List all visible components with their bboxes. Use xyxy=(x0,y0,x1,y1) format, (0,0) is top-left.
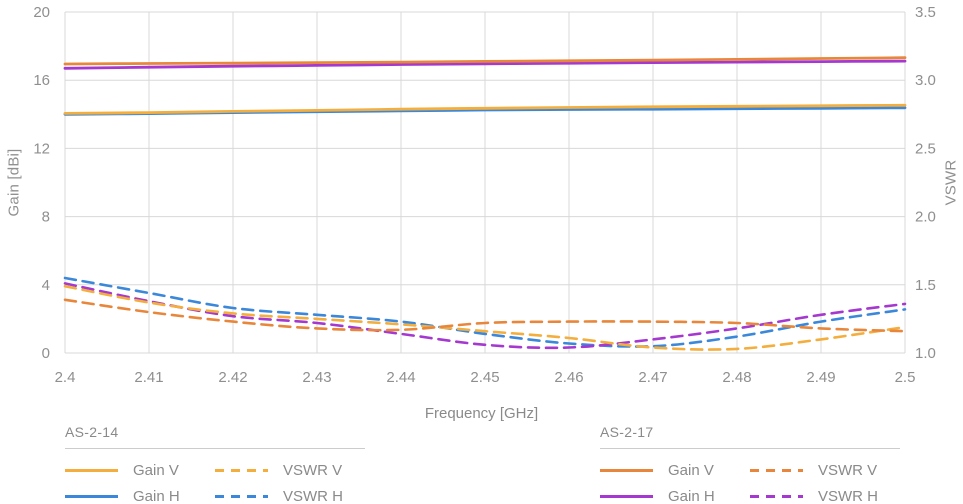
legend-label-vswr-h: VSWR H xyxy=(283,488,343,504)
left-axis-tick: 16 xyxy=(33,72,50,89)
left-axis-tick: 12 xyxy=(33,140,50,157)
right-axis-title: VSWR xyxy=(942,159,960,206)
legend-label-gain-h: Gain H xyxy=(133,488,180,504)
x-axis-tick: 2.41 xyxy=(134,369,163,386)
legend-divider xyxy=(600,448,900,449)
series-as-2-17-vswr-v xyxy=(63,298,907,333)
legend-divider xyxy=(65,448,365,449)
legend-items: Gain V VSWR V Gain H VSWR H xyxy=(65,462,365,504)
vswr-v-line-swatch xyxy=(750,469,803,472)
legend-group-title: AS-2-14 xyxy=(65,424,119,440)
right-axis-tick: 2.0 xyxy=(915,209,936,226)
series-as-2-17-gain-v xyxy=(63,56,907,66)
gain-v-line-swatch xyxy=(600,469,653,472)
gain-h-line-swatch xyxy=(65,495,118,498)
x-axis-tick: 2.43 xyxy=(302,369,331,386)
right-axis-tick: 1.0 xyxy=(915,345,936,362)
x-axis-tick: 2.42 xyxy=(218,369,247,386)
series-as-2-14-gain-v xyxy=(63,103,907,115)
left-axis-tick: 8 xyxy=(42,209,50,226)
legend-label-gain-v: Gain V xyxy=(133,462,179,479)
vswr-h-line-swatch xyxy=(215,495,268,498)
left-axis-tick: 4 xyxy=(42,277,50,294)
x-axis-title: Frequency [GHz] xyxy=(424,405,539,422)
legend-label-vswr-v: VSWR V xyxy=(818,462,878,479)
x-axis-tick: 2.45 xyxy=(470,369,499,386)
x-axis-tick: 2.49 xyxy=(806,369,835,386)
right-axis-tick: 1.5 xyxy=(915,277,936,294)
x-axis-tick: 2.4 xyxy=(55,369,76,386)
right-axis-tick: 2.5 xyxy=(915,140,936,157)
gain-h-line-swatch xyxy=(600,495,653,498)
series-lines xyxy=(63,56,907,351)
legend-label-gain-v: Gain V xyxy=(668,462,714,479)
legend-group-title: AS-2-17 xyxy=(600,424,654,440)
vswr-h-line-swatch xyxy=(750,495,803,498)
legend-label-gain-h: Gain H xyxy=(668,488,715,504)
series-as-2-14-vswr-h xyxy=(63,276,907,348)
series-as-2-14-vswr-v xyxy=(63,284,907,351)
left-axis-title: Gain [dBi] xyxy=(5,148,23,217)
legend-group-as-2-17: AS-2-17 Gain V VSWR V Gain H VSWR H xyxy=(600,424,900,504)
axis-tick-labels: 20 16 12 8 4 0 3.5 3.0 2.5 2.0 1.5 1.0 2.4 2.41 2.42 2.… xyxy=(33,4,936,386)
legend-label-vswr-v: VSWR V xyxy=(283,462,343,479)
series-as-2-17-vswr-h xyxy=(63,282,907,350)
right-axis-tick: 3.5 xyxy=(915,4,936,21)
legend-items: Gain V VSWR V Gain H VSWR H xyxy=(600,462,900,504)
left-axis-tick: 20 xyxy=(33,4,50,21)
x-axis-tick: 2.5 xyxy=(895,369,916,386)
left-axis-tick: 0 xyxy=(42,345,50,362)
legend-label-vswr-h: VSWR H xyxy=(818,488,878,504)
gain-vswr-chart: 20 16 12 8 4 0 3.5 3.0 2.5 2.0 1.5 1.0 2.4 2.41 2.42 2.… xyxy=(33,4,936,386)
x-axis-tick: 2.47 xyxy=(638,369,667,386)
x-axis-tick: 2.44 xyxy=(386,369,415,386)
right-axis-tick: 3.0 xyxy=(915,72,936,89)
gridlines xyxy=(64,11,906,354)
x-axis-tick: 2.48 xyxy=(722,369,751,386)
gain-v-line-swatch xyxy=(65,469,118,472)
x-axis-tick: 2.46 xyxy=(554,369,583,386)
series-as-2-17-gain-h xyxy=(63,59,907,70)
vswr-v-line-swatch xyxy=(215,469,268,472)
legend-group-as-2-14: AS-2-14 Gain V VSWR V Gain H VSWR H xyxy=(65,424,365,504)
